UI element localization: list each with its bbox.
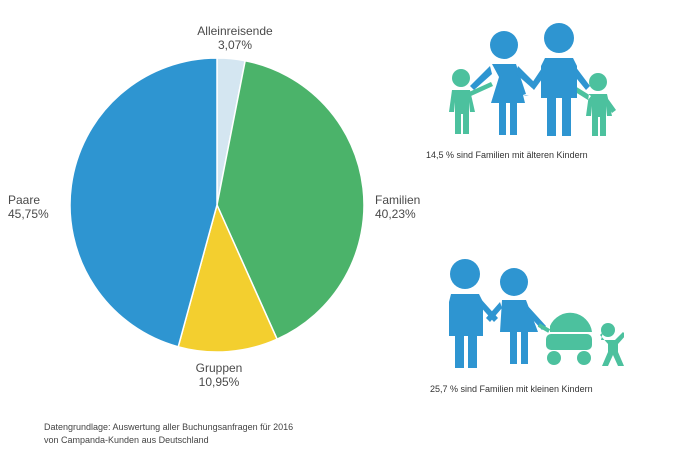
pie-slice-paare [69, 57, 218, 348]
father-body-icon [449, 294, 483, 368]
footnote-line-1: Datengrundlage: Auswertung aller Buchung… [44, 422, 294, 432]
mother-body-icon [500, 300, 538, 364]
mother-head-icon [490, 31, 518, 59]
older-kids-caption: 14,5 % sind Familien mit älteren Kindern [426, 150, 588, 160]
label-gruppen-value: 10,95% [198, 375, 240, 389]
stroller-wheel-left-icon [547, 351, 561, 365]
child-right-body-icon [572, 86, 616, 136]
small-kids-caption: 25,7 % sind Familien mit kleinen Kindern [430, 384, 593, 394]
toddler-body-icon [600, 332, 624, 366]
mother-arms-icon [470, 66, 536, 90]
mother-body-icon [491, 64, 529, 135]
label-familien-name: Familien [375, 193, 421, 207]
footnote-line-2: von Campanda-Kunden aus Deutschland [44, 435, 209, 445]
father-arms-icon [530, 62, 590, 90]
label-paare-name: Paare [8, 193, 41, 207]
father-body-icon [541, 58, 577, 136]
pie-slice-familien [216, 59, 365, 341]
family-small-kids-icon [449, 259, 624, 368]
label-alleinreisende-value: 3,07% [217, 38, 253, 52]
stroller-body-icon [546, 334, 592, 350]
stroller-handle-icon [537, 323, 551, 333]
data-source-footnote: Datengrundlage: Auswertung aller Buchung… [44, 421, 293, 447]
stroller-hood-icon [550, 312, 592, 332]
label-paare-value: 45,75% [8, 207, 49, 221]
label-alleinreisende: Alleinreisende 3,07% [184, 24, 286, 52]
toddler-head-icon [601, 323, 615, 337]
father-head-icon [450, 259, 480, 289]
label-paare: Paare 45,75% [8, 193, 49, 221]
pie-slice-gruppen [177, 202, 279, 353]
child-left-head-icon [452, 69, 470, 87]
mother-head-icon [500, 268, 528, 296]
child-right-head-icon [589, 73, 607, 91]
label-familien-value: 40,23% [375, 207, 416, 221]
stroller-wheel-right-icon [577, 351, 591, 365]
family-older-kids-icon [449, 23, 616, 136]
child-left-body-icon [449, 82, 493, 134]
label-familien: Familien 40,23% [375, 193, 420, 221]
mother-arms-icon [486, 302, 546, 330]
father-head-icon [544, 23, 574, 53]
label-gruppen: Gruppen 10,95% [180, 361, 258, 389]
label-gruppen-name: Gruppen [195, 361, 243, 375]
label-alleinreisende-name: Alleinreisende [197, 24, 273, 38]
